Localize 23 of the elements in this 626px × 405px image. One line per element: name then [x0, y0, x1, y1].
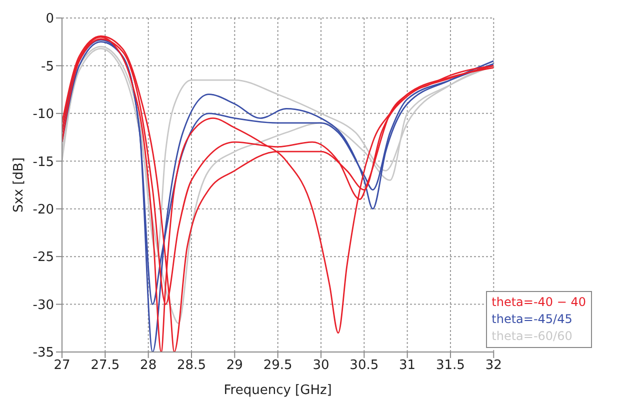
- x-tick-label: 27.5: [90, 358, 120, 374]
- x-tick-label: 31.5: [436, 358, 465, 374]
- x-tick-label: 30: [312, 358, 330, 374]
- x-axis-title: Frequency [GHz]: [224, 383, 332, 398]
- x-tick-label: 29: [226, 358, 243, 374]
- x-tick-label: 27: [54, 358, 70, 374]
- x-tick-label: 30.5: [350, 358, 379, 374]
- x-tick-label: 29.5: [263, 358, 292, 374]
- y-tick-label: 0: [46, 12, 54, 27]
- y-tick-label: -25: [32, 250, 54, 266]
- y-tick-label: -35: [32, 346, 54, 361]
- x-tick-label: 28.5: [177, 358, 206, 374]
- y-tick-label: -20: [32, 202, 54, 218]
- y-tick-label: -15: [32, 154, 54, 170]
- text: theta=-45/45: [492, 311, 574, 328]
- y-tick-label: -30: [32, 298, 54, 313]
- y-tick-label: -5: [41, 59, 54, 74]
- y-tick-label: -10: [32, 107, 54, 122]
- y-axis-title: Sxx [dB]: [12, 157, 27, 213]
- text: theta=-40 − 40: [492, 294, 586, 311]
- x-tick-label: 32: [485, 358, 502, 374]
- x-tick-label: 31: [399, 358, 416, 374]
- x-tick-label: 28: [140, 358, 157, 374]
